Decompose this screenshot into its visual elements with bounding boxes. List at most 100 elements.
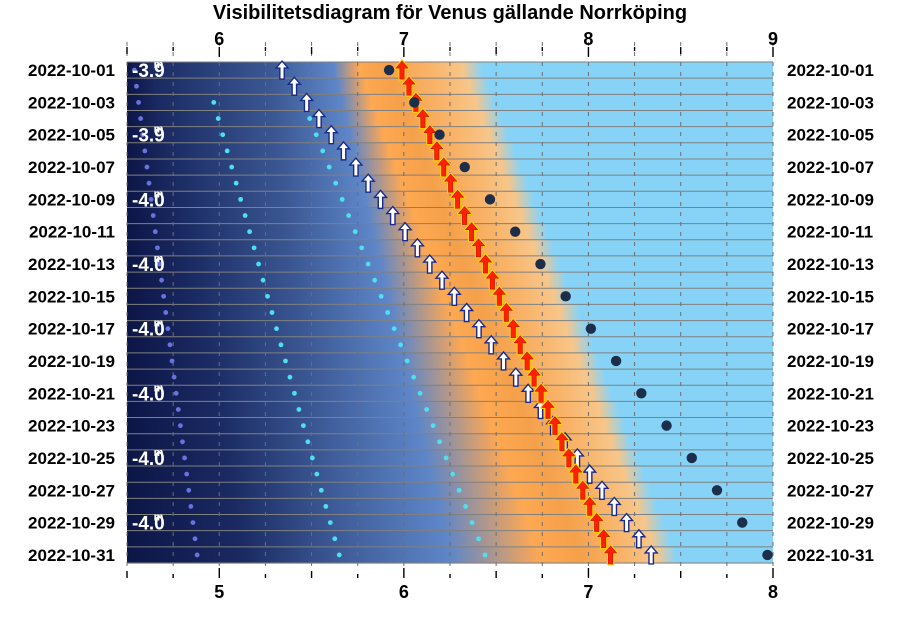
series-arrow bbox=[606, 496, 622, 517]
series-arrow bbox=[385, 205, 401, 226]
series-point bbox=[167, 342, 173, 348]
series-point bbox=[686, 452, 697, 464]
series-point bbox=[140, 132, 146, 138]
series-arrow bbox=[575, 479, 591, 501]
series-arrow bbox=[429, 140, 445, 162]
date-label-right: 2022-10-09 bbox=[787, 190, 874, 209]
series-point bbox=[636, 388, 647, 399]
series-arrow bbox=[299, 92, 315, 113]
series-arrow bbox=[547, 415, 563, 437]
top-tick-label: 9 bbox=[768, 29, 778, 49]
sky-row bbox=[127, 369, 773, 386]
series-point bbox=[190, 520, 196, 525]
series-point bbox=[256, 261, 261, 267]
series-arrow bbox=[397, 221, 413, 242]
series-point bbox=[476, 536, 481, 542]
series-point bbox=[307, 116, 313, 121]
series-arrow bbox=[491, 285, 507, 307]
series-point bbox=[336, 552, 342, 558]
series-point bbox=[233, 180, 239, 186]
series-point bbox=[411, 374, 417, 380]
series-arrow bbox=[533, 382, 549, 404]
series-point bbox=[332, 536, 338, 542]
series-point bbox=[762, 549, 773, 561]
date-label-right: 2022-10-03 bbox=[787, 93, 874, 112]
sky-row bbox=[127, 352, 773, 370]
date-label-right: 2022-10-01 bbox=[787, 61, 874, 80]
date-label-left: 2022-10-17 bbox=[28, 320, 115, 339]
series-point bbox=[409, 97, 420, 108]
series-point bbox=[287, 374, 293, 380]
series-point bbox=[430, 423, 436, 429]
magnitude-label: -3.9 bbox=[132, 61, 165, 82]
magnitude-sup: m bbox=[154, 253, 164, 265]
series-point bbox=[372, 277, 378, 283]
series-arrow bbox=[436, 156, 452, 178]
series-arrow bbox=[619, 512, 635, 533]
series-point bbox=[148, 196, 154, 202]
series-point bbox=[220, 132, 226, 138]
series-point bbox=[159, 277, 164, 283]
series-point bbox=[711, 485, 723, 496]
magnitude-sup: m bbox=[154, 318, 164, 330]
sky-row bbox=[127, 223, 773, 241]
date-label-right: 2022-10-27 bbox=[787, 481, 874, 500]
series-point bbox=[186, 487, 192, 493]
series-arrow bbox=[568, 463, 584, 485]
series-point bbox=[194, 552, 200, 558]
series-point bbox=[300, 423, 306, 429]
bottom-tick-label: 8 bbox=[768, 582, 778, 602]
series-point bbox=[169, 358, 175, 364]
top-tick-label: 7 bbox=[399, 29, 409, 49]
bottom-tick-label: 5 bbox=[214, 582, 224, 602]
series-point bbox=[163, 310, 169, 315]
series-point bbox=[171, 374, 177, 380]
series-point bbox=[144, 164, 150, 170]
date-label-right: 2022-10-17 bbox=[787, 320, 874, 339]
series-point bbox=[278, 342, 284, 348]
chart-title: Visibilitetsdiagram för Venus gällande N… bbox=[213, 2, 687, 24]
series-point bbox=[251, 245, 257, 251]
date-label-left: 2022-10-19 bbox=[28, 352, 115, 371]
date-label-left: 2022-10-13 bbox=[28, 255, 115, 274]
series-point bbox=[326, 164, 332, 170]
sky-row bbox=[127, 191, 773, 209]
series bbox=[131, 59, 773, 566]
date-label-right: 2022-10-19 bbox=[787, 352, 874, 371]
series-point bbox=[165, 326, 171, 332]
series-point bbox=[224, 148, 230, 154]
series-point bbox=[378, 293, 384, 299]
sky-row bbox=[127, 288, 773, 306]
series-point bbox=[150, 213, 156, 218]
series-arrow bbox=[323, 124, 339, 145]
date-label-right: 2022-10-21 bbox=[787, 384, 874, 403]
series-arrow bbox=[311, 108, 327, 129]
series-point bbox=[215, 116, 221, 121]
series-arrow bbox=[443, 172, 459, 194]
magnitude-sup: m bbox=[154, 59, 164, 71]
series-point bbox=[305, 439, 311, 445]
series-point bbox=[247, 229, 253, 235]
series-point bbox=[313, 132, 319, 138]
date-label-right: 2022-10-13 bbox=[787, 255, 874, 274]
series-point bbox=[142, 148, 148, 154]
series-arrow bbox=[394, 59, 410, 81]
series-point bbox=[323, 504, 329, 509]
sky-row bbox=[127, 110, 773, 128]
date-label-right: 2022-10-07 bbox=[787, 158, 874, 177]
series-arrow bbox=[459, 302, 475, 323]
series-arrow bbox=[594, 480, 610, 500]
series-point bbox=[229, 164, 235, 170]
series-arrow bbox=[457, 205, 473, 227]
series-arrow bbox=[348, 156, 364, 177]
magnitude-sup: m bbox=[154, 188, 164, 200]
axes: 2022-10-01 2022-10-01 2022-10-03 2022-10-03… bbox=[28, 29, 874, 602]
series-arrow bbox=[401, 75, 417, 97]
series-point bbox=[463, 504, 468, 509]
series-point bbox=[136, 100, 141, 105]
date-label-right: 2022-10-23 bbox=[787, 417, 874, 436]
sky-row bbox=[127, 78, 773, 95]
date-label-left: 2022-10-07 bbox=[28, 158, 115, 177]
series-point bbox=[398, 342, 404, 348]
series-point bbox=[320, 148, 326, 154]
